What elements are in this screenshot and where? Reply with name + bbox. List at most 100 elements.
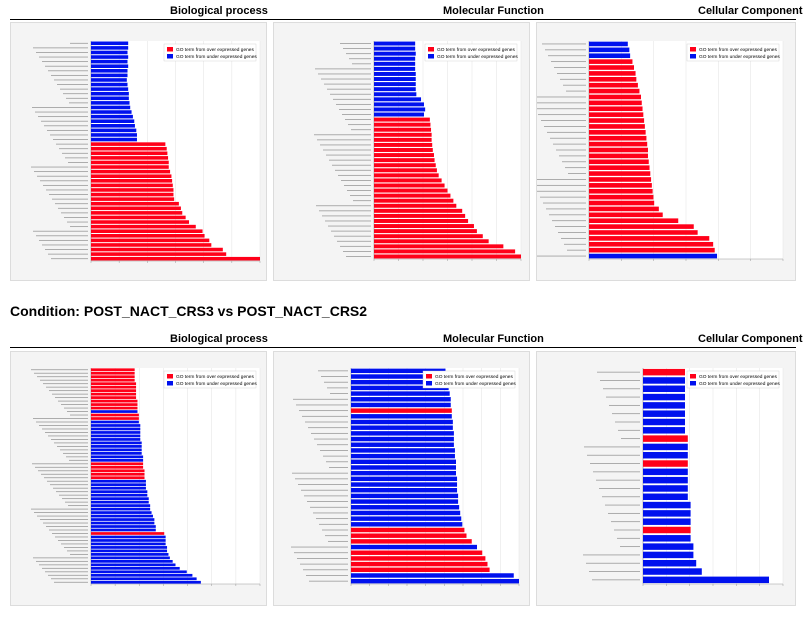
category-label-mark bbox=[537, 190, 586, 192]
bar-under bbox=[351, 419, 453, 425]
bar-over bbox=[91, 469, 145, 473]
bar-over bbox=[91, 169, 171, 174]
category-label-mark bbox=[41, 120, 88, 122]
bar-under bbox=[91, 46, 129, 50]
legend-label-under: GO term from under expressed genes bbox=[437, 54, 518, 60]
category-label-mark bbox=[50, 134, 88, 136]
category-label-mark bbox=[49, 194, 88, 195]
category-label-mark bbox=[333, 98, 371, 100]
bar-under bbox=[91, 128, 137, 133]
category-label-mark bbox=[326, 461, 348, 463]
category-label-mark bbox=[551, 61, 586, 63]
bar-over bbox=[374, 153, 434, 158]
category-label-mark bbox=[49, 529, 88, 531]
bar-over bbox=[589, 224, 694, 229]
bar-under bbox=[351, 493, 459, 499]
category-label-mark bbox=[307, 501, 348, 502]
category-label-mark bbox=[56, 491, 88, 493]
bar-under bbox=[91, 455, 144, 459]
category-label-mark bbox=[39, 425, 88, 426]
category-label-mark bbox=[45, 249, 88, 250]
bar-under bbox=[643, 427, 685, 434]
bar-under bbox=[91, 493, 148, 497]
category-label-mark bbox=[310, 506, 348, 508]
bar-under bbox=[351, 487, 458, 493]
bar-over bbox=[351, 527, 465, 533]
category-label-mark bbox=[352, 63, 371, 65]
category-label-mark bbox=[33, 47, 88, 49]
bar-over bbox=[589, 106, 643, 112]
category-label-mark bbox=[322, 215, 371, 217]
category-label-mark bbox=[618, 429, 640, 431]
bar-over bbox=[91, 406, 138, 410]
bar-under bbox=[643, 468, 688, 476]
bar-over bbox=[91, 224, 196, 229]
category-label-mark bbox=[331, 230, 371, 232]
category-label-mark bbox=[48, 574, 88, 576]
bar-over bbox=[589, 177, 652, 182]
category-label-mark bbox=[295, 478, 348, 480]
legend-box bbox=[686, 43, 780, 62]
category-label-mark bbox=[34, 372, 88, 374]
legend-label-over: GO term from over expressed genes bbox=[699, 47, 777, 53]
bar-over bbox=[91, 392, 137, 396]
bar-under bbox=[91, 490, 148, 494]
bar-under bbox=[91, 114, 133, 119]
bar-over bbox=[374, 224, 474, 229]
bar-over bbox=[374, 163, 436, 168]
bar-under bbox=[351, 391, 450, 396]
category-label-mark bbox=[54, 79, 88, 81]
legend-label-over: GO term from over expressed genes bbox=[435, 374, 513, 380]
category-label-mark bbox=[60, 88, 88, 90]
bar-under bbox=[91, 424, 141, 427]
legend-box bbox=[424, 43, 518, 62]
bar-under bbox=[91, 559, 173, 563]
category-label-mark bbox=[330, 393, 348, 394]
bar-under bbox=[351, 470, 456, 476]
bar-under bbox=[91, 535, 166, 539]
bar-under bbox=[91, 546, 168, 549]
bar-over bbox=[91, 472, 145, 476]
category-label-mark bbox=[48, 435, 88, 437]
category-label-mark bbox=[42, 244, 88, 246]
bar-under bbox=[351, 505, 460, 510]
bar-over bbox=[91, 192, 174, 197]
category-label-mark bbox=[46, 526, 88, 527]
bar-under bbox=[374, 112, 424, 117]
bar-under bbox=[351, 385, 449, 391]
bar-under bbox=[643, 543, 694, 550]
legend-box bbox=[163, 370, 257, 389]
bar-over bbox=[351, 567, 490, 573]
category-label-mark bbox=[316, 518, 348, 520]
category-label-mark bbox=[61, 543, 88, 545]
legend-label-over: GO term from over expressed genes bbox=[699, 374, 777, 380]
legend-label-under: GO term from under expressed genes bbox=[176, 381, 257, 387]
category-label-mark bbox=[547, 131, 586, 133]
bar-over bbox=[589, 206, 659, 212]
category-label-mark bbox=[294, 552, 348, 554]
bottom-header-biological-process: Biological process bbox=[170, 333, 268, 345]
category-label-mark bbox=[37, 175, 88, 177]
bar-under bbox=[643, 377, 685, 384]
category-label-mark bbox=[39, 239, 88, 241]
bar-over bbox=[589, 153, 648, 159]
bar-under bbox=[643, 476, 688, 484]
bar-under bbox=[91, 577, 197, 581]
bar-under bbox=[91, 59, 128, 64]
bar-over bbox=[91, 165, 169, 169]
category-label-mark bbox=[32, 107, 88, 108]
category-label-mark bbox=[298, 484, 348, 485]
bar-under bbox=[351, 368, 446, 374]
bar-under bbox=[351, 522, 463, 527]
bar-over bbox=[91, 206, 181, 211]
bottom-header-cellular-component: Cellular Component bbox=[698, 333, 803, 345]
legend-label-over: GO term from over expressed genes bbox=[437, 47, 515, 53]
category-label-mark bbox=[549, 214, 586, 216]
category-label-mark bbox=[555, 226, 586, 227]
category-label-mark bbox=[344, 185, 371, 186]
category-label-mark bbox=[33, 418, 88, 419]
category-label-mark bbox=[54, 442, 88, 444]
bar-under bbox=[351, 379, 449, 385]
legend-swatch-under bbox=[690, 54, 696, 59]
